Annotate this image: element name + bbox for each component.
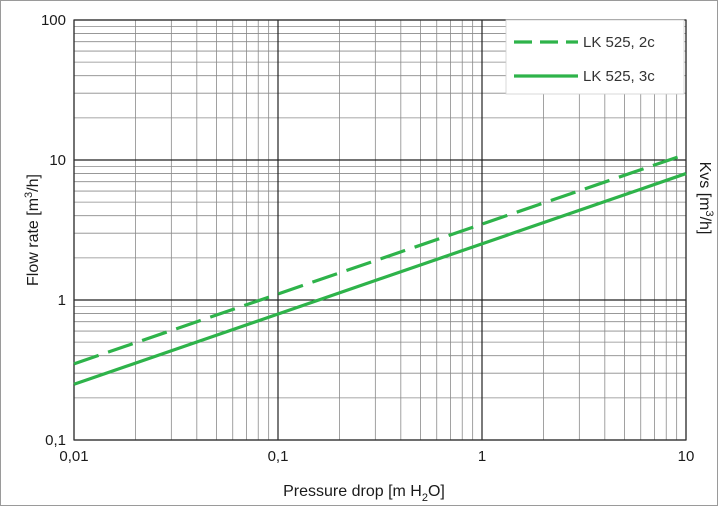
x-tick-label: 0,01 [59,448,88,465]
y-tick-label: 1 [58,292,66,309]
y-tick-label: 10 [49,152,66,169]
x-tick-labels: 0,01 0,1 1 10 [59,448,694,465]
minor-grid [74,20,686,440]
legend: LK 525, 2c LK 525, 3c [505,19,685,95]
series-line-2c [73,152,687,366]
y-tick-label: 100 [41,12,66,29]
series-layer [73,152,687,386]
x-axis-title: Pressure drop [m H2O] [283,483,445,504]
x-tick-label: 1 [478,448,486,465]
legend-label-3c: LK 525, 3c [583,68,655,85]
y-axis-title: Flow rate [m3/h] [23,174,42,286]
legend-box [505,19,685,95]
series-line-3c [73,172,687,386]
y-tick-label: 0,1 [45,432,66,449]
legend-label-2c: LK 525, 2c [583,34,655,51]
plot-border [73,19,687,441]
y2-axis-title: Kvs [m3/h] [696,162,715,235]
x-tick-label: 0,1 [268,448,289,465]
y-tick-labels: 0,1 1 10 100 [41,12,66,449]
x-tick-label: 10 [678,448,695,465]
